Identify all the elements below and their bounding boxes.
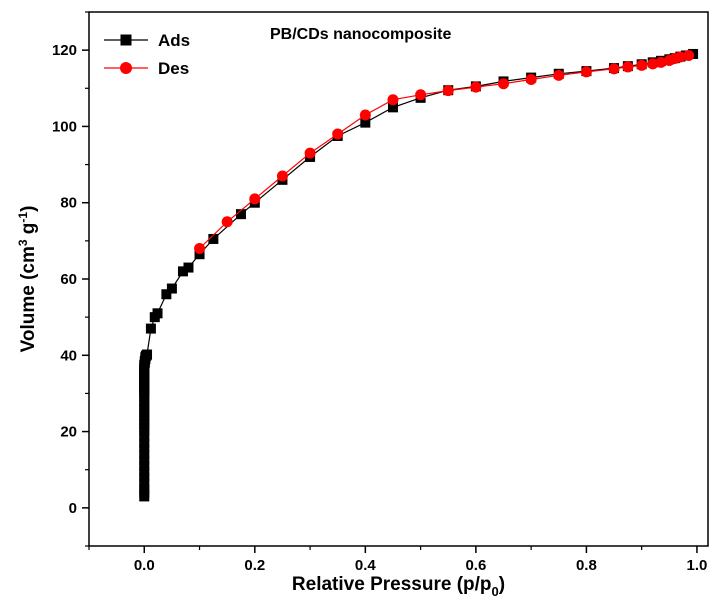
y-tick-label: 40 xyxy=(60,347,77,364)
data-point-des xyxy=(249,193,261,205)
legend-ads-label: Ads xyxy=(158,31,190,50)
data-point-ads xyxy=(166,283,177,294)
axis-layer: 0.0 0.2 0.4 0.6 0.8 1.0 0 20 40 60 80 100 120 xyxy=(52,11,708,574)
data-point-ads xyxy=(360,117,371,128)
data-point-ads xyxy=(139,460,150,471)
x-tick-label: 1.0 xyxy=(687,557,708,574)
data-point-ads xyxy=(139,478,150,489)
data-point-ads xyxy=(208,233,219,244)
data-point-des xyxy=(304,147,316,159)
data-point-des xyxy=(525,74,537,86)
y-axis-title-part1: Volume (cm xyxy=(18,246,39,352)
y-tick-label: 60 xyxy=(60,271,77,288)
y-axis-title-part2: g xyxy=(18,223,39,240)
y-tick-label: 100 xyxy=(52,118,77,135)
x-tick-label: 0.6 xyxy=(465,557,486,574)
data-point-ads xyxy=(152,308,163,319)
data-point-des xyxy=(498,78,510,90)
y-tick-label: 120 xyxy=(52,42,77,59)
data-point-des xyxy=(647,58,659,70)
y-tick-label: 20 xyxy=(60,424,77,441)
data-point-des xyxy=(276,170,288,182)
x-tick-label: 0.8 xyxy=(576,557,597,574)
data-point-ads xyxy=(183,262,194,273)
data-point-des xyxy=(663,54,675,66)
data-point-des xyxy=(553,69,565,81)
legend-des-label: Des xyxy=(158,59,189,78)
legend: Ads Des xyxy=(104,31,190,78)
data-point-ads xyxy=(139,443,150,454)
y-axis-title-sup1: 3 xyxy=(16,239,30,246)
data-point-des xyxy=(580,66,592,78)
data-point-ads xyxy=(161,289,172,300)
series-layer xyxy=(139,48,699,502)
x-axis-title-close: ) xyxy=(499,574,505,595)
data-point-des xyxy=(415,89,427,101)
x-axis-title-subscript: 0 xyxy=(492,584,499,599)
x-axis-title-main: Relative Pressure (p/p xyxy=(292,574,492,595)
data-point-ads xyxy=(139,466,150,477)
data-point-ads xyxy=(139,472,150,483)
y-axis-title: Volume (cm3 g-1) xyxy=(16,206,39,353)
data-point-des xyxy=(470,81,482,93)
data-point-des xyxy=(622,61,634,73)
data-point-ads xyxy=(139,432,150,443)
data-point-ads xyxy=(145,323,156,334)
x-tick-label: 0.0 xyxy=(134,557,155,574)
legend-ads-marker xyxy=(120,34,132,46)
data-point-ads xyxy=(177,266,188,277)
data-point-des xyxy=(387,94,399,106)
data-point-ads xyxy=(235,209,246,220)
data-point-ads xyxy=(194,249,205,260)
data-point-ads xyxy=(387,102,398,113)
data-point-des xyxy=(655,56,667,68)
data-point-des xyxy=(608,63,620,75)
y-tick-label: 0 xyxy=(69,500,77,517)
data-point-des xyxy=(221,216,233,228)
y-axis-title-part3: ) xyxy=(18,206,39,212)
data-point-ads xyxy=(139,449,150,460)
data-point-des xyxy=(194,242,206,254)
y-axis-title-sup2: -1 xyxy=(16,212,30,223)
chart-title: PB/CDs nanocomposite xyxy=(270,26,451,43)
data-point-des xyxy=(442,85,454,97)
data-point-des xyxy=(636,59,648,71)
x-tick-label: 0.4 xyxy=(355,557,377,574)
data-point-ads xyxy=(139,455,150,466)
data-point-ads xyxy=(139,438,150,449)
y-tick-label: 80 xyxy=(60,195,77,212)
x-axis-title: Relative Pressure (p/p0) xyxy=(292,574,505,599)
data-point-des xyxy=(359,109,371,121)
data-point-des xyxy=(332,128,344,140)
data-point-ads xyxy=(139,483,150,494)
x-tick-label: 0.2 xyxy=(244,557,265,574)
data-point-ads xyxy=(142,349,153,360)
legend-des-marker xyxy=(120,62,132,74)
data-point-des xyxy=(683,49,695,61)
